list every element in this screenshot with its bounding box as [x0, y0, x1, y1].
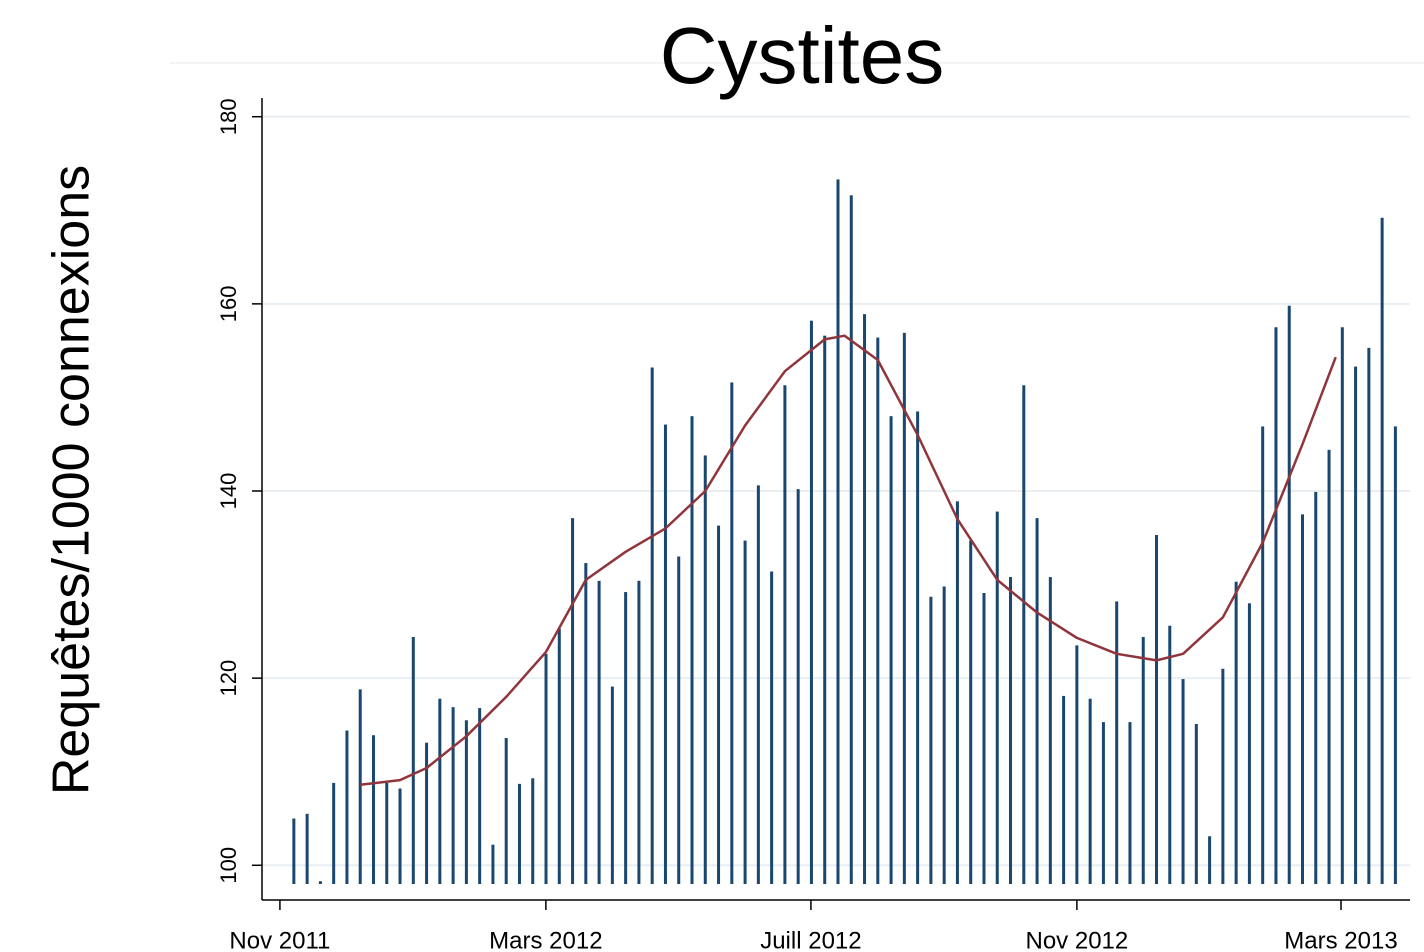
- bar: [504, 738, 508, 884]
- bar: [1287, 305, 1291, 884]
- y-tick-label: 180: [216, 98, 241, 135]
- bar: [1101, 722, 1105, 884]
- bar: [1208, 836, 1212, 884]
- bar: [1221, 668, 1225, 884]
- bar: [1141, 636, 1145, 884]
- bar: [783, 385, 787, 884]
- bar: [1300, 514, 1304, 884]
- bar: [650, 367, 654, 884]
- bar: [730, 382, 734, 884]
- x-tick-label: Nov 2011: [229, 927, 330, 952]
- bar: [557, 628, 561, 884]
- y-tick-label: 140: [216, 473, 241, 510]
- bar: [544, 653, 548, 884]
- bar: [876, 337, 880, 884]
- x-tick-label: Juill 2012: [760, 927, 861, 952]
- bar: [624, 592, 628, 884]
- bar: [902, 332, 906, 885]
- bar: [1168, 625, 1172, 884]
- bar: [1035, 518, 1039, 884]
- bar: [1354, 366, 1358, 884]
- bar: [1194, 723, 1198, 884]
- bar: [464, 720, 468, 884]
- bar: [385, 782, 389, 884]
- x-tick-label: Mars 2012: [489, 927, 602, 952]
- y-axis-label: Requêtes/1000 connexions: [43, 165, 101, 795]
- bar: [292, 818, 296, 884]
- bar: [1048, 577, 1052, 884]
- bar: [717, 525, 721, 884]
- bar: [398, 788, 402, 884]
- smooth-line: [360, 334, 1337, 787]
- bar: [995, 511, 999, 884]
- bar: [1155, 534, 1159, 884]
- x-tick-label: Mars 2013: [1284, 927, 1397, 952]
- bar: [823, 335, 827, 885]
- bar: [1261, 426, 1265, 884]
- bar: [1314, 491, 1318, 884]
- bar: [478, 708, 482, 884]
- bar: [584, 563, 588, 884]
- y-tick-label: 100: [216, 847, 241, 884]
- bar: [1115, 601, 1119, 884]
- bar: [756, 485, 760, 884]
- bar: [889, 416, 893, 884]
- bar: [610, 686, 614, 884]
- bar: [597, 580, 601, 884]
- bar: [358, 689, 362, 884]
- y-tick-label: 160: [216, 285, 241, 322]
- bar: [517, 783, 521, 884]
- chart-title: Cystites: [660, 11, 945, 100]
- bar: [849, 195, 853, 885]
- bar: [371, 735, 375, 884]
- bar: [796, 489, 800, 884]
- bar: [637, 580, 641, 884]
- bar: [1128, 722, 1132, 884]
- bar: [677, 556, 681, 884]
- bar: [1380, 217, 1384, 884]
- bar: [438, 698, 442, 884]
- bar: [1009, 577, 1013, 884]
- bar: [1234, 581, 1238, 884]
- bar: [345, 730, 349, 884]
- bar: [942, 586, 946, 884]
- bar: [1075, 645, 1079, 884]
- bar: [425, 742, 429, 884]
- bar: [1327, 449, 1331, 884]
- bar: [451, 707, 455, 884]
- bar: [1274, 327, 1278, 884]
- bar: [955, 501, 959, 884]
- bar: [929, 596, 933, 884]
- bar: [863, 314, 867, 884]
- bar: [663, 424, 667, 884]
- bar: [916, 411, 920, 884]
- bar: [703, 455, 707, 884]
- bar: [1088, 698, 1092, 884]
- bar: [411, 636, 415, 884]
- bar: [743, 540, 747, 884]
- bar: [1340, 327, 1344, 884]
- y-tick-label: 120: [216, 660, 241, 697]
- bar: [491, 844, 495, 884]
- bar: [1181, 679, 1185, 884]
- bar: [571, 518, 575, 884]
- bar: [305, 813, 309, 884]
- bar: [318, 881, 322, 884]
- bar: [982, 592, 986, 884]
- bar: [809, 320, 813, 884]
- bar: [332, 782, 336, 884]
- bar: [770, 571, 774, 884]
- bar: [690, 416, 694, 884]
- bar: [1062, 695, 1066, 884]
- bar: [1247, 603, 1251, 884]
- bar: [1367, 347, 1371, 885]
- bar: [1022, 385, 1026, 884]
- bar: [969, 540, 973, 884]
- x-tick-label: Nov 2012: [1026, 927, 1129, 952]
- bar: [1393, 426, 1397, 884]
- bar: [531, 778, 535, 884]
- bar: [836, 179, 840, 884]
